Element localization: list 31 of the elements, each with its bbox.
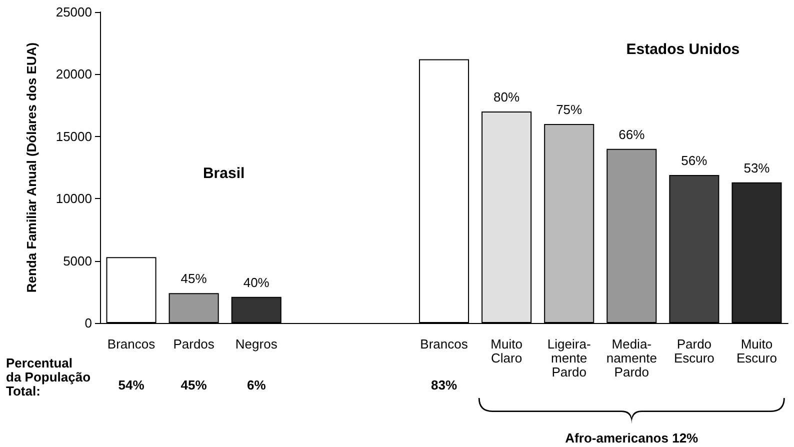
y-tick-label: 10000 (56, 191, 92, 206)
y-tick-label: 5000 (63, 253, 92, 268)
x-tick-label: Muito Claro (490, 336, 522, 366)
text: 54% (118, 378, 145, 392)
y-tick-label: 15000 (56, 128, 92, 144)
annotation: 40% (243, 274, 270, 290)
x-tick-label: Brancos (107, 336, 156, 352)
x-tick-label: Pardo Escuro (674, 336, 714, 366)
x-tick-label: Pardos (173, 336, 215, 352)
y-tick-label: 0 (84, 316, 92, 330)
x-tick-label: Media- namente Pardo (606, 336, 657, 380)
text: Percentual da População Total: (6, 356, 91, 398)
annotation: 75% (556, 102, 583, 117)
annotation: 45% (180, 271, 208, 286)
annotation: 53% (744, 160, 770, 176)
annotation: 80% (494, 90, 520, 105)
annotation: 66% (618, 126, 646, 142)
x-tick-label: Negros (235, 336, 278, 352)
y-tick-label: 20000 (56, 66, 92, 82)
text: 6% (246, 378, 266, 392)
annotation: Brasil (202, 165, 245, 182)
x-tick-label: Brancos (420, 336, 468, 352)
text: 45% (180, 378, 208, 392)
y-tick-label: 25000 (56, 4, 92, 20)
annotation: Estados Unidos (626, 40, 740, 58)
text: 83% (430, 378, 458, 392)
text: Afro-americanos 12% (565, 430, 699, 446)
annotation: 56% (681, 152, 708, 168)
x-tick-label: Ligeira- mente Pardo (547, 336, 591, 380)
y-axis-title: Renda Familiar Anual (Dólares dos EUA) (24, 42, 39, 293)
x-tick-label: Muito Escuro (736, 336, 777, 366)
